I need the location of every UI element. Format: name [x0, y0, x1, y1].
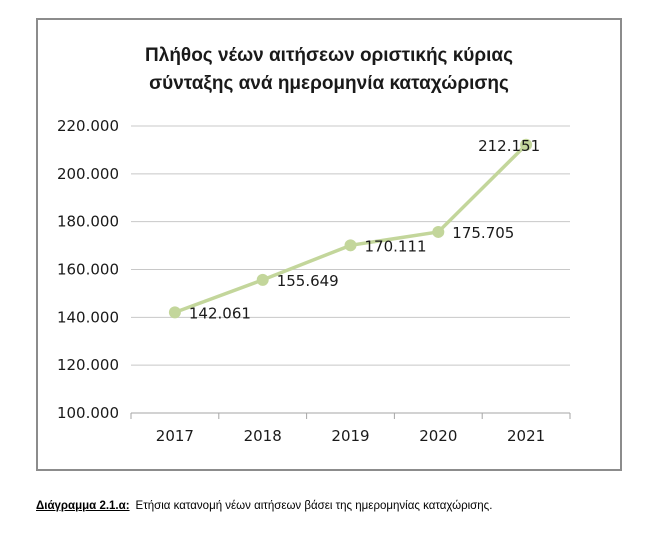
y-tick-label: 100.000: [57, 404, 119, 422]
y-tick-label: 120.000: [57, 356, 119, 374]
y-tick-label: 180.000: [57, 213, 119, 231]
grid-layer: [131, 125, 570, 366]
label-layer: 142.061 155.649 170.111 175.705 212.151: [189, 137, 540, 323]
x-tick-label: 2017: [156, 427, 194, 445]
y-tick-label: 140.000: [57, 308, 119, 326]
x-tick-label: 2018: [244, 427, 282, 445]
data-label: 175.705: [452, 224, 514, 242]
data-point: [432, 225, 445, 238]
data-label: 170.111: [365, 237, 427, 255]
data-label: 212.151: [478, 137, 540, 155]
chart-frame: Πλήθος νέων αιτήσεων οριστικής κύριας σύ…: [36, 18, 622, 471]
data-point: [168, 306, 181, 319]
x-tick-label: 2020: [419, 427, 457, 445]
chart-title-line-2: σύνταξης ανά ημερομηνία καταχώρισης: [149, 73, 509, 94]
data-point: [520, 138, 533, 151]
y-tick-label: 200.000: [57, 165, 119, 183]
x-tick-label: 2019: [331, 427, 369, 445]
axis-layer: 100.000 120.000 140.000 160.000 180.000 200.0…: [57, 117, 571, 445]
data-label: 155.649: [277, 272, 339, 290]
y-tick-label: 160.000: [57, 261, 119, 279]
chart-title-line-1: Πλήθος νέων αιτήσεων οριστικής κύριας: [145, 45, 513, 66]
y-tick-label: 220.000: [57, 117, 119, 135]
caption-label: Διάγραμμα 2.1.α:: [36, 500, 130, 512]
data-label: 142.061: [189, 304, 251, 322]
line-chart: Πλήθος νέων αιτήσεων οριστικής κύριας σύ…: [57, 45, 571, 445]
figure-caption: Διάγραμμα 2.1.α: Ετήσια κατανομή νέων αιτ…: [36, 500, 492, 512]
data-point: [256, 273, 269, 286]
x-tick-label: 2021: [507, 427, 545, 445]
series-layer: [168, 138, 533, 319]
data-point: [344, 239, 357, 252]
caption-text: Ετήσια κατανομή νέων αιτήσεων βάσει της …: [135, 500, 493, 512]
